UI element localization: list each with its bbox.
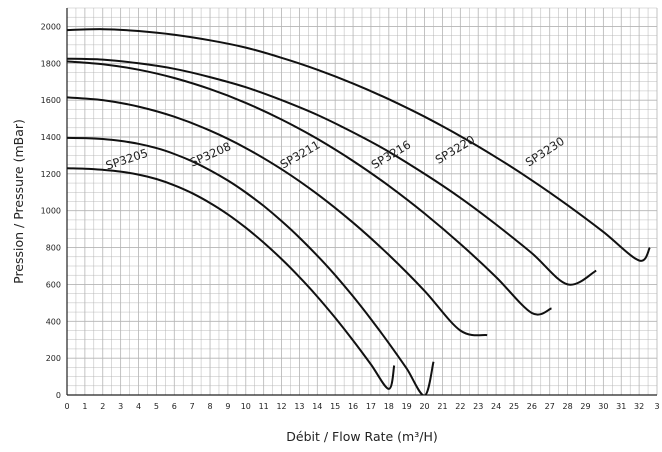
series-line-sp3216 [67,60,552,316]
x-tick-label: 0 [64,402,69,411]
x-tick-label: 28 [563,402,573,411]
x-tick-label: 3 [654,402,659,411]
y-tick-label: 1400 [41,133,61,142]
curve-label-sp3230: SP3230 [523,134,567,169]
axis-layer: 0 1 2 3 4 5 6 7 8 9 10 11 12 13 14 15 16 17 18 19 20 21 22 23 24… [41,8,660,411]
y-tick-label: 1800 [41,59,61,68]
x-tick-label: 25 [509,402,519,411]
x-tick-label: 3 [118,402,123,411]
x-tick-label: 20 [419,402,429,411]
series-line-sp3220 [67,57,597,286]
x-tick-label: 9 [225,402,230,411]
x-tick-label: 18 [384,402,394,411]
x-tick-label: 11 [259,402,269,411]
y-tick-label: 2000 [41,22,61,31]
x-tick-label: 2 [100,402,105,411]
x-tick-label: 4 [136,402,141,411]
x-tick-label: 14 [312,402,322,411]
x-tick-label: 27 [545,402,555,411]
x-tick-label: 1 [82,402,87,411]
y-tick-label: 200 [46,354,61,363]
curve-label-sp3211: SP3211 [278,138,323,172]
x-tick-label: 21 [437,402,447,411]
x-tick-label: 15 [330,402,340,411]
x-tick-label: 26 [527,402,537,411]
y-tick-label: 1600 [41,96,61,105]
x-tick-label: 23 [473,402,483,411]
x-tick-label: 22 [455,402,465,411]
x-tick-label: 29 [580,402,590,411]
grid-layer [66,7,658,396]
x-tick-label: 8 [207,402,212,411]
y-axis-title: Pression / Pressure (mBar) [11,119,26,284]
x-tick-label: 13 [294,402,304,411]
x-tick-label: 24 [491,402,501,411]
x-tick-label: 30 [598,402,608,411]
x-tick-label: 31 [616,402,626,411]
series-line-sp3211 [67,96,488,337]
y-tick-label: 800 [46,244,61,253]
x-tick-label: 6 [172,402,177,411]
x-tick-label: 12 [276,402,286,411]
series-line-sp3205 [67,167,396,390]
y-tick-label: 0 [56,391,61,400]
series-layer [67,28,651,395]
x-tick-label: 7 [190,402,195,411]
x-tick-label: 10 [241,402,251,411]
series-line-sp3230 [67,28,651,262]
x-axis-title: Débit / Flow Rate (m³/H) [286,429,437,444]
x-tick-label: 32 [634,402,644,411]
y-tick-label: 400 [46,317,61,326]
y-tick-label: 1200 [41,170,61,179]
series-line-sp3208 [67,136,435,395]
x-tick-label: 17 [366,402,376,411]
x-tick-label: 16 [348,402,358,411]
curve-label-sp3220: SP3220 [433,132,478,166]
y-tick-label: 600 [46,280,61,289]
y-tick-label: 1000 [41,207,61,216]
curve-label-sp3205: SP3205 [104,146,150,173]
x-tick-label: 19 [402,402,412,411]
x-tick-label: 5 [154,402,159,411]
